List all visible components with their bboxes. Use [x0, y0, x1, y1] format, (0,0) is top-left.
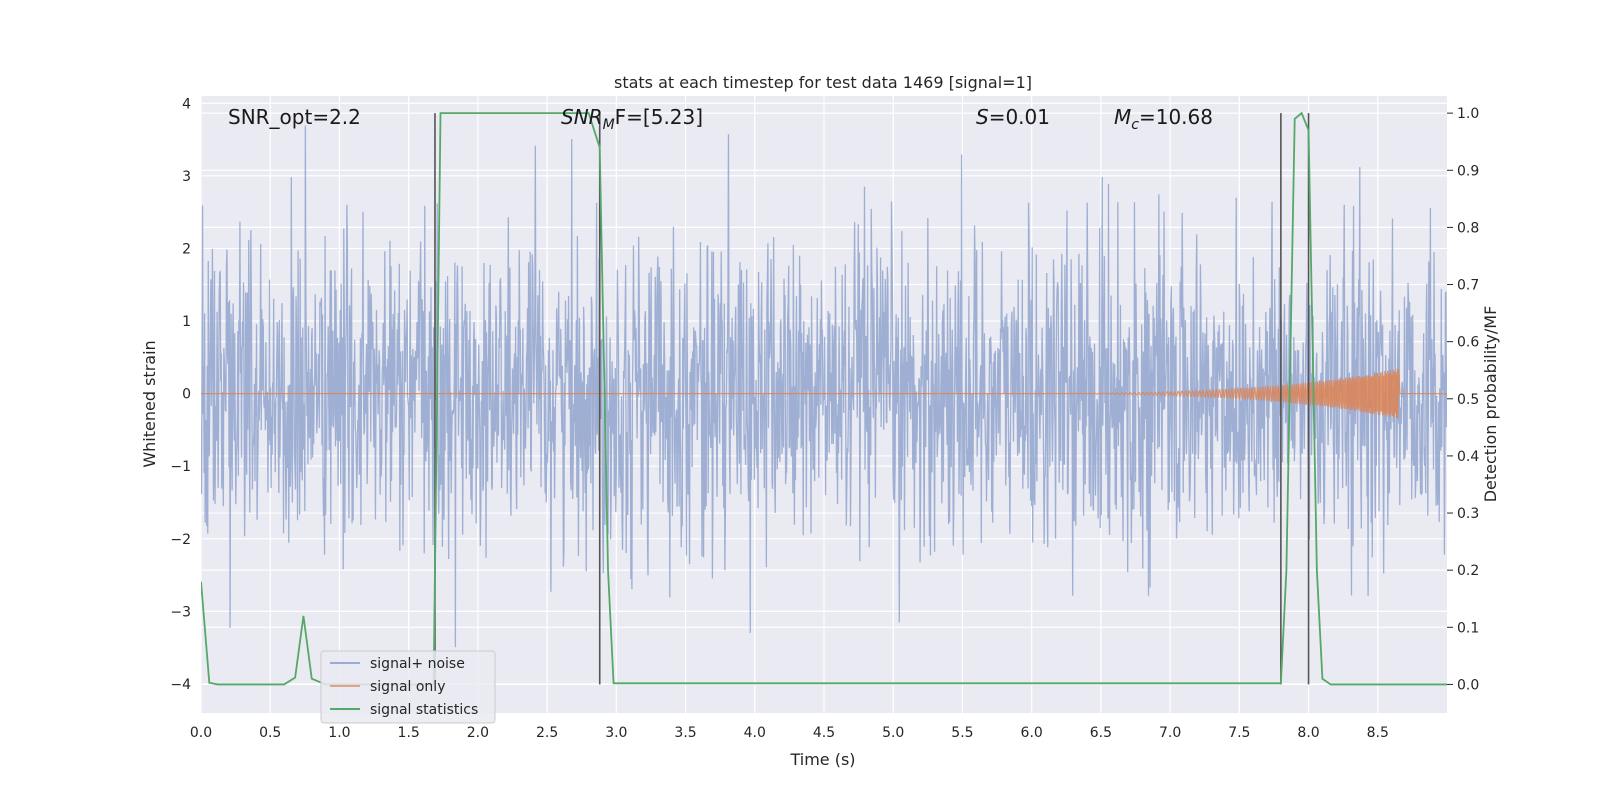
legend: signal+ noise signal only signal statist…	[320, 650, 496, 724]
x-tick-label-12: 6.0	[1021, 725, 1043, 741]
x-tick-label-11: 5.5	[951, 725, 973, 741]
x-tick-label-1: 0.5	[259, 725, 281, 741]
x-tick-label-13: 6.5	[1090, 725, 1112, 741]
x-tick-label-0: 0.0	[190, 725, 212, 741]
annotation-s-value: S=0.01	[976, 105, 1050, 129]
x-tick-label-17: 8.5	[1367, 725, 1389, 741]
x-tick-label-6: 3.0	[605, 725, 627, 741]
x-tick-label-10: 5.0	[882, 725, 904, 741]
legend-label-noise: signal+ noise	[370, 656, 465, 672]
series-signal-noise	[201, 125, 1447, 648]
y-right-tick-label-2: 0.8	[1457, 220, 1479, 236]
y-right-tick-label-9: 0.1	[1457, 620, 1479, 636]
y-right-tick-label-1: 0.9	[1457, 163, 1479, 179]
y-left-tick-label-8: −4	[170, 677, 191, 693]
y-right-tick-label-7: 0.3	[1457, 506, 1479, 522]
legend-box	[320, 650, 496, 724]
series-signal-only	[201, 368, 1447, 419]
x-tick-label-16: 8.0	[1297, 725, 1319, 741]
x-tick-label-3: 1.5	[398, 725, 420, 741]
y-left-tick-label-0: 4	[182, 96, 191, 112]
y-left-tick-label-5: −1	[170, 459, 191, 475]
x-tick-label-9: 4.5	[813, 725, 835, 741]
x-axis-label: Time (s)	[789, 750, 855, 769]
y-right-tick-label-8: 0.2	[1457, 563, 1479, 579]
y-axis-left-ticks: 4 3 2 1 0 −1 −2 −3 −4	[170, 96, 191, 693]
series-signal-statistics	[201, 111, 1447, 686]
x-tick-label-7: 3.5	[674, 725, 696, 741]
legend-label-stats: signal statistics	[370, 702, 478, 718]
y-left-tick-label-1: 3	[182, 169, 191, 185]
y-left-tick-label-3: 1	[182, 314, 191, 330]
y-axis-right-ticks: 1.0 0.9 0.8 0.7 0.6 0.5 0.4 0.3 0.2 0.1 0.0	[1447, 106, 1479, 693]
y-right-tick-label-0: 1.0	[1457, 106, 1479, 122]
x-tick-label-2: 1.0	[328, 725, 350, 741]
y-right-tick-label-10: 0.0	[1457, 677, 1479, 693]
vertical-markers	[434, 113, 1310, 685]
x-tick-label-15: 7.5	[1228, 725, 1250, 741]
annotation-snr-mf: SNRMF=[5.23]	[561, 105, 703, 133]
y-right-tick-label-3: 0.7	[1457, 278, 1479, 294]
y-left-tick-label-7: −3	[170, 604, 191, 620]
y-axis-left-label: Whitened strain	[140, 340, 159, 467]
x-tick-label-4: 2.0	[467, 725, 489, 741]
y-axis-right-label: Detection probability/MF	[1481, 306, 1500, 503]
y-left-tick-label-4: 0	[182, 387, 191, 403]
y-right-tick-label-4: 0.6	[1457, 335, 1479, 351]
y-left-tick-label-2: 2	[182, 241, 191, 257]
y-left-tick-label-6: −2	[170, 532, 191, 548]
x-tick-label-8: 4.0	[744, 725, 766, 741]
legend-label-signal: signal only	[370, 679, 445, 695]
annotation-mc-value: Mc=10.68	[1114, 105, 1213, 133]
x-tick-label-14: 7.0	[1159, 725, 1181, 741]
y-right-tick-label-6: 0.4	[1457, 449, 1479, 465]
y-right-tick-label-5: 0.5	[1457, 392, 1479, 408]
chart-title: stats at each timestep for test data 146…	[614, 73, 1032, 92]
x-axis-ticks: 0.0 0.5 1.0 1.5 2.0 2.5 3.0 3.5 4.0 4.5 5.0 5.5 6.0 6…	[190, 725, 1389, 741]
annotation-snr-opt: SNR_opt=2.2	[228, 105, 361, 129]
x-tick-label-5: 2.5	[536, 725, 558, 741]
